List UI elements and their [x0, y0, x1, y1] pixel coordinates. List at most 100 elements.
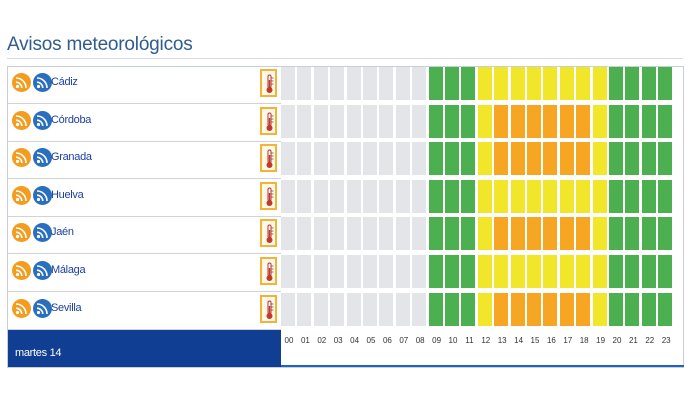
- warning-cell-green[interactable]: [658, 104, 674, 140]
- warning-cell-none[interactable]: [412, 217, 428, 253]
- warning-cell-green[interactable]: [461, 255, 477, 290]
- warning-cell-none[interactable]: [379, 104, 395, 140]
- warning-cell-none[interactable]: [363, 179, 378, 215]
- warning-cell-green[interactable]: [625, 142, 641, 178]
- warning-cell-yellow[interactable]: [559, 179, 575, 215]
- province-link[interactable]: Jaén: [51, 226, 74, 239]
- warning-cell-none[interactable]: [379, 217, 395, 253]
- warning-cell-none[interactable]: [297, 292, 313, 328]
- rss-feed-alt-icon[interactable]: [33, 185, 52, 205]
- warning-cell-green[interactable]: [641, 179, 657, 215]
- warning-cell-none[interactable]: [395, 255, 411, 290]
- warning-cell-none[interactable]: [330, 104, 346, 140]
- warning-cell-green[interactable]: [461, 179, 477, 215]
- rss-feed-alt-icon[interactable]: [33, 223, 52, 243]
- warning-cell-green[interactable]: [428, 67, 444, 102]
- warning-cell-green[interactable]: [609, 255, 624, 290]
- warning-cell-none[interactable]: [363, 104, 378, 140]
- warning-cell-orange[interactable]: [543, 292, 559, 328]
- warning-cell-none[interactable]: [412, 142, 428, 178]
- warning-cell-orange[interactable]: [576, 104, 592, 140]
- warning-cell-green[interactable]: [428, 292, 444, 328]
- warning-cell-orange[interactable]: [559, 292, 575, 328]
- warning-cell-yellow[interactable]: [494, 67, 510, 102]
- warning-cell-none[interactable]: [395, 67, 411, 102]
- province-link[interactable]: Cádiz: [51, 76, 78, 88]
- rss-feed-alt-icon[interactable]: [33, 73, 52, 92]
- warning-cell-none[interactable]: [313, 217, 329, 253]
- warning-cell-none[interactable]: [330, 142, 346, 178]
- warning-cell-none[interactable]: [379, 142, 395, 178]
- warning-cell-green[interactable]: [641, 104, 657, 140]
- warning-cell-orange[interactable]: [510, 217, 526, 253]
- warning-cell-none[interactable]: [313, 104, 329, 140]
- warning-cell-none[interactable]: [330, 217, 346, 253]
- warning-cell-green[interactable]: [641, 292, 657, 328]
- warning-cell-orange[interactable]: [527, 104, 542, 140]
- warning-cell-green[interactable]: [461, 142, 477, 178]
- warning-cell-green[interactable]: [641, 217, 657, 253]
- warning-cell-green[interactable]: [609, 142, 624, 178]
- warning-cell-green[interactable]: [625, 179, 641, 215]
- warning-cell-none[interactable]: [346, 217, 362, 253]
- warning-cell-none[interactable]: [281, 179, 296, 215]
- rss-feed-icon[interactable]: [12, 185, 31, 205]
- warning-cell-yellow[interactable]: [527, 179, 542, 215]
- warning-cell-green[interactable]: [445, 67, 460, 102]
- warning-cell-green[interactable]: [625, 255, 641, 290]
- warning-cell-yellow[interactable]: [510, 255, 526, 290]
- warning-cell-none[interactable]: [330, 179, 346, 215]
- thermometer-icon[interactable]: [260, 294, 277, 323]
- thermometer-icon[interactable]: [260, 69, 277, 97]
- thermometer-icon[interactable]: [260, 219, 277, 248]
- warning-cell-none[interactable]: [313, 67, 329, 102]
- warning-cell-none[interactable]: [346, 292, 362, 328]
- warning-cell-green[interactable]: [658, 217, 674, 253]
- warning-cell-green[interactable]: [461, 67, 477, 102]
- warning-cell-yellow[interactable]: [477, 104, 493, 140]
- warning-cell-orange[interactable]: [527, 142, 542, 178]
- warning-cell-yellow[interactable]: [510, 179, 526, 215]
- day-selector[interactable]: martes 14: [8, 330, 281, 367]
- warning-cell-yellow[interactable]: [510, 67, 526, 102]
- warning-cell-green[interactable]: [658, 179, 674, 215]
- warning-cell-green[interactable]: [445, 217, 460, 253]
- warning-cell-none[interactable]: [395, 104, 411, 140]
- warning-cell-none[interactable]: [395, 292, 411, 328]
- warning-cell-green[interactable]: [609, 179, 624, 215]
- warning-cell-green[interactable]: [428, 104, 444, 140]
- warning-cell-green[interactable]: [445, 179, 460, 215]
- warning-cell-green[interactable]: [641, 142, 657, 178]
- warning-cell-none[interactable]: [363, 217, 378, 253]
- rss-feed-alt-icon[interactable]: [33, 261, 52, 280]
- warning-cell-none[interactable]: [297, 142, 313, 178]
- warning-cell-yellow[interactable]: [576, 255, 592, 290]
- warning-cell-orange[interactable]: [543, 142, 559, 178]
- warning-cell-green[interactable]: [428, 217, 444, 253]
- warning-cell-green[interactable]: [641, 67, 657, 102]
- warning-cell-none[interactable]: [297, 179, 313, 215]
- warning-cell-orange[interactable]: [510, 292, 526, 328]
- warning-cell-green[interactable]: [428, 255, 444, 290]
- warning-cell-green[interactable]: [658, 142, 674, 178]
- warning-cell-yellow[interactable]: [559, 255, 575, 290]
- warning-cell-none[interactable]: [395, 142, 411, 178]
- warning-cell-none[interactable]: [412, 104, 428, 140]
- warning-cell-green[interactable]: [658, 67, 674, 102]
- thermometer-icon[interactable]: [260, 257, 277, 285]
- warning-cell-none[interactable]: [281, 67, 296, 102]
- warning-cell-green[interactable]: [445, 142, 460, 178]
- warning-cell-orange[interactable]: [510, 104, 526, 140]
- warning-cell-none[interactable]: [281, 292, 296, 328]
- warning-cell-yellow[interactable]: [477, 142, 493, 178]
- warning-cell-none[interactable]: [346, 179, 362, 215]
- rss-feed-icon[interactable]: [12, 223, 31, 243]
- warning-cell-none[interactable]: [313, 255, 329, 290]
- warning-cell-none[interactable]: [379, 179, 395, 215]
- warning-cell-green[interactable]: [428, 142, 444, 178]
- warning-cell-orange[interactable]: [576, 217, 592, 253]
- warning-cell-green[interactable]: [609, 217, 624, 253]
- rss-feed-alt-icon[interactable]: [33, 298, 52, 318]
- rss-feed-icon[interactable]: [12, 261, 31, 280]
- warning-cell-yellow[interactable]: [592, 292, 608, 328]
